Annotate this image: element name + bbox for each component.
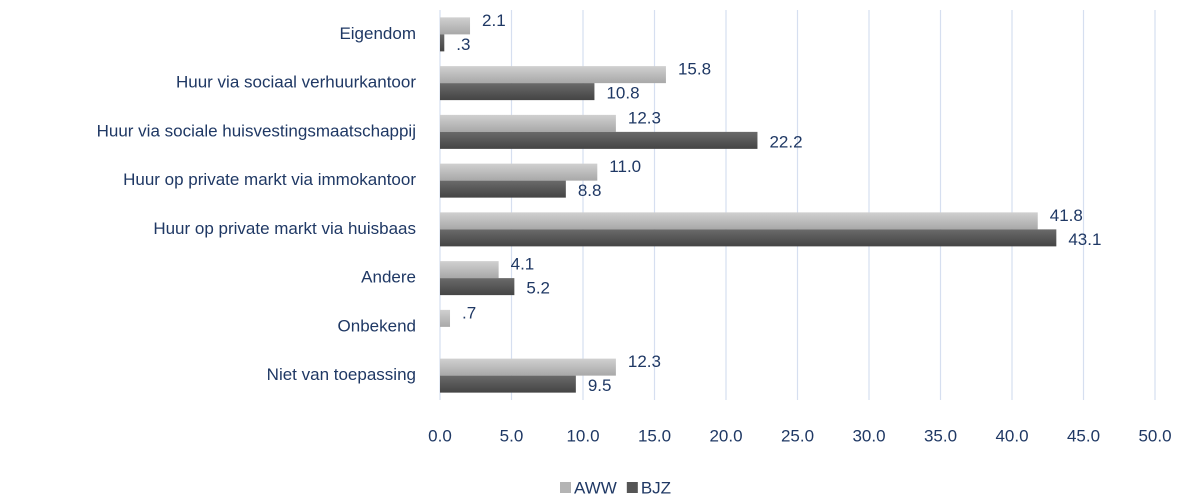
value-label: 41.8	[1050, 206, 1083, 225]
legend-swatch	[560, 482, 571, 493]
x-tick-label: 45.0	[1067, 426, 1100, 445]
bar	[440, 180, 566, 198]
value-label: .7	[462, 303, 476, 322]
y-tick-label: Onbekend	[338, 316, 416, 335]
legend-label: BJZ	[641, 478, 671, 497]
y-tick-label: Huur via sociaal verhuurkantoor	[176, 73, 416, 92]
bar	[440, 131, 758, 149]
value-label: 10.8	[606, 84, 639, 103]
value-label: 12.3	[628, 352, 661, 371]
bar	[440, 375, 576, 393]
x-tick-label: 40.0	[995, 426, 1028, 445]
value-label: 15.8	[678, 60, 711, 79]
x-tick-label: 10.0	[566, 426, 599, 445]
bar	[440, 278, 515, 296]
legend-label: AWW	[574, 478, 617, 497]
bar	[440, 261, 499, 279]
bar	[440, 358, 616, 376]
value-label: 2.1	[482, 11, 506, 30]
y-tick-label: Niet van toepassing	[267, 365, 416, 384]
x-tick-label: 15.0	[638, 426, 671, 445]
bar	[440, 163, 598, 181]
y-tick-label: Andere	[361, 268, 416, 287]
y-tick-label: Huur via sociale huisvestingsmaatschappi…	[97, 121, 416, 140]
legend-swatch	[626, 482, 638, 493]
value-label: 9.5	[588, 376, 612, 395]
x-tick-label: 25.0	[781, 426, 814, 445]
bar	[440, 229, 1057, 247]
x-tick-label: 0.0	[428, 426, 452, 445]
y-tick-label: Eigendom	[339, 24, 416, 43]
x-tick-label: 50.0	[1138, 426, 1171, 445]
value-label: .3	[456, 35, 470, 54]
value-label: 4.1	[511, 255, 535, 274]
bar	[440, 114, 616, 132]
value-label: 8.8	[578, 181, 602, 200]
x-tick-label: 35.0	[924, 426, 957, 445]
value-label: 43.1	[1068, 230, 1101, 249]
bar	[440, 34, 445, 52]
x-tick-label: 5.0	[500, 426, 524, 445]
bar	[440, 309, 451, 327]
value-label: 12.3	[628, 108, 661, 127]
bar	[440, 212, 1038, 230]
bar	[440, 83, 595, 101]
bar	[440, 66, 666, 84]
bar	[440, 17, 471, 35]
value-label: 11.0	[609, 157, 641, 176]
x-tick-label: 30.0	[852, 426, 885, 445]
y-tick-label: Huur op private markt via huisbaas	[153, 219, 416, 238]
value-label: 5.2	[526, 279, 550, 298]
value-label: 22.2	[769, 132, 802, 151]
x-tick-label: 20.0	[709, 426, 742, 445]
y-tick-label: Huur op private markt via immokantoor	[123, 170, 416, 189]
